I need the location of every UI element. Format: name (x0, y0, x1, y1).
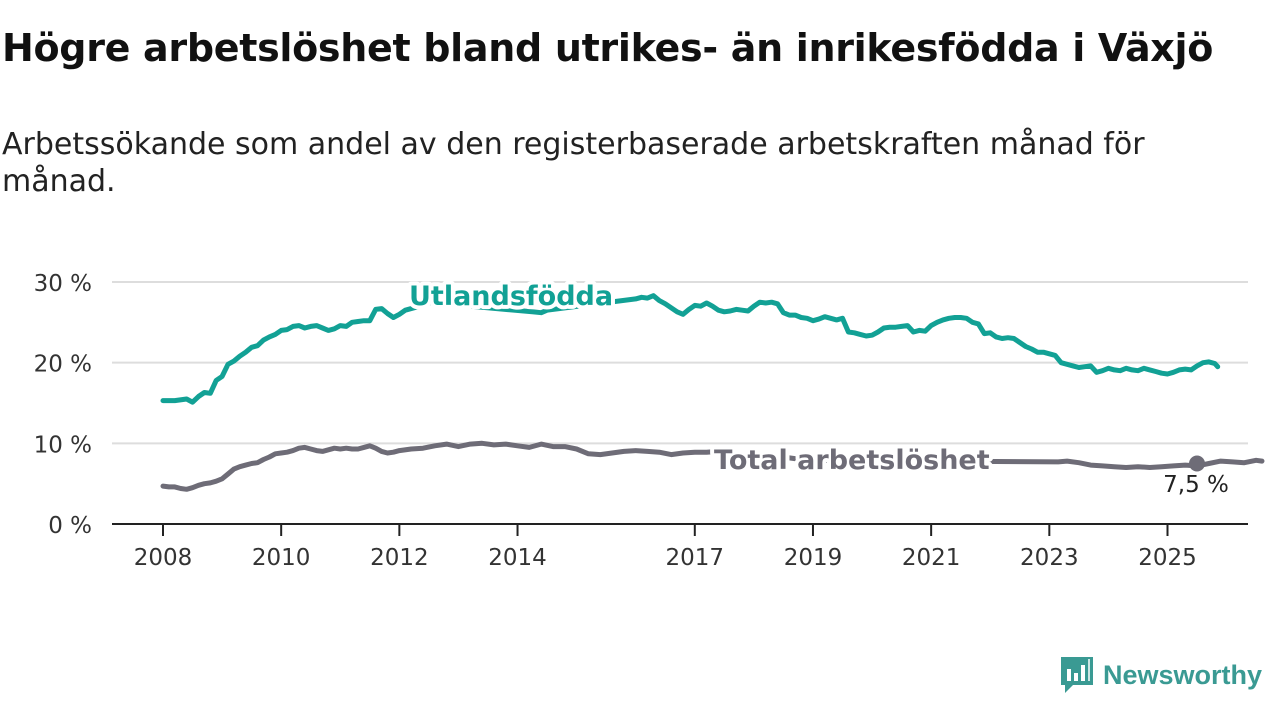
chart-title: Högre arbetslöshet bland utrikes- än inr… (2, 26, 1214, 70)
x-tick-label: 2021 (902, 545, 961, 571)
line-chart: 0 % 10 % 20 % 30 % 2008 2010 2012 2014 2017 2019… (34, 271, 1265, 571)
y-tick-label: 10 % (34, 432, 92, 458)
series-line-1 (160, 440, 1265, 492)
x-tick-label: 2014 (488, 545, 547, 571)
y-tick-label: 0 % (48, 513, 92, 539)
y-tick-label: 30 % (34, 271, 92, 297)
label-utlandsfodda: Utlandsfödda (409, 281, 613, 312)
series-line-0 (160, 293, 1221, 405)
label-total-arbetsloshet: Total arbetslöshet (714, 445, 990, 476)
y-tick-label: 20 % (34, 352, 92, 378)
newsworthy-logo: Newsworthy (1059, 655, 1262, 695)
x-axis-ticks: 2008 2010 2012 2014 2017 2019 2021 2023 2025 (134, 524, 1197, 571)
series-labels: Utlandsfödda Total arbetslöshet 7,5 % (405, 277, 1229, 498)
x-tick-label: 2019 (784, 545, 843, 571)
x-tick-label: 2012 (370, 545, 429, 571)
x-tick-label: 2017 (666, 545, 725, 571)
last-value-label: 7,5 % (1163, 472, 1229, 498)
series-lines (160, 293, 1265, 492)
x-tick-label: 2023 (1020, 545, 1079, 571)
newsworthy-logo-icon (1061, 657, 1093, 693)
x-tick-label: 2010 (252, 545, 311, 571)
x-tick-label: 2025 (1138, 545, 1197, 571)
chart-subtitle: Arbetssökande som andel av den registerb… (2, 127, 1145, 199)
brand-name: Newsworthy (1103, 659, 1263, 690)
last-value-marker (1189, 455, 1205, 472)
grid-lines (112, 281, 1248, 445)
y-axis-ticks: 0 % 10 % 20 % 30 % (34, 271, 92, 539)
x-tick-label: 2008 (134, 545, 193, 571)
